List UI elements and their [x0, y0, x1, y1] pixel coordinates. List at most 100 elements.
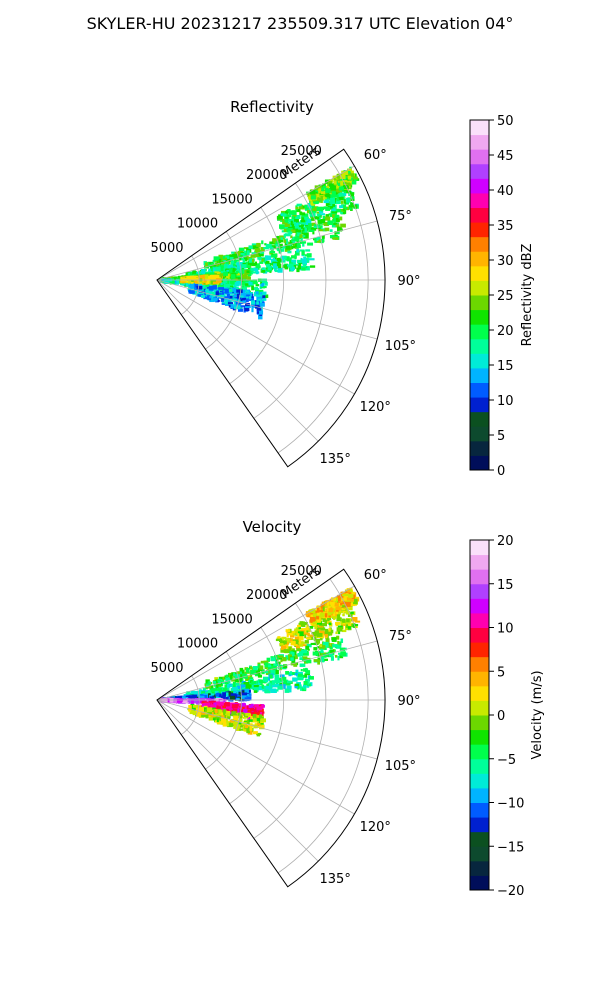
- echo-cell: [344, 601, 351, 607]
- echo-cell: [205, 262, 208, 267]
- echo-cell: [320, 656, 325, 662]
- echo-cell: [258, 714, 263, 720]
- echo-cell: [309, 625, 314, 629]
- echo-cell: [301, 250, 305, 256]
- echo-cell: [344, 206, 348, 210]
- echo-cell: [317, 624, 324, 628]
- echo-cell: [326, 601, 330, 606]
- echo-cell: [290, 235, 293, 239]
- echo-cell: [206, 698, 212, 703]
- echo-cell: [162, 698, 168, 703]
- reflectivity-panel: Reflectivity 5000 10000 15000 20000 25000 60…: [150, 98, 421, 468]
- echo-cell: [294, 250, 300, 256]
- colorbar-tick-label: 10: [497, 622, 514, 637]
- echo-cell: [190, 690, 195, 695]
- echo-cell: [205, 679, 210, 684]
- echo-cell: [326, 604, 332, 608]
- echo-cell: [329, 203, 335, 206]
- reflectivity-range-labels: 5000 10000 15000 20000 25000: [150, 144, 321, 256]
- colorbar-swatch: [470, 729, 489, 745]
- echo-cell: [240, 298, 246, 302]
- echo-cell: [344, 596, 347, 601]
- echo-cell: [312, 204, 316, 208]
- echo-cell: [261, 258, 264, 262]
- echo-cell: [246, 290, 249, 293]
- echo-cell: [244, 307, 250, 312]
- colorbar-tick-label: −5: [497, 753, 516, 768]
- echo-cell: [206, 714, 212, 718]
- echo-cell: [181, 696, 186, 700]
- colorbar-swatch: [470, 758, 489, 774]
- echo-cell: [304, 621, 308, 626]
- echo-cell: [351, 196, 355, 200]
- echo-cell: [242, 285, 246, 290]
- echo-cell: [292, 260, 296, 266]
- echo-cell: [329, 645, 333, 650]
- echo-cell: [256, 254, 259, 258]
- echo-cell: [336, 617, 342, 622]
- echo-cell: [303, 234, 309, 239]
- echo-cell: [231, 713, 235, 717]
- echo-cell: [233, 306, 239, 310]
- echo-cell: [249, 296, 252, 300]
- echo-cell: [327, 606, 331, 610]
- echo-cell: [282, 265, 286, 268]
- echo-cell: [295, 206, 299, 210]
- echo-cell: [289, 671, 293, 674]
- echo-cell: [243, 298, 249, 303]
- echo-cell: [284, 219, 289, 223]
- echo-cell: [198, 271, 202, 275]
- echo-cell: [215, 257, 221, 260]
- echo-cell: [230, 677, 233, 681]
- azimuth-tick-label: 60°: [364, 148, 387, 163]
- echo-cell: [334, 194, 339, 198]
- echo-cell: [256, 307, 262, 311]
- echo-cell: [342, 618, 346, 623]
- echo-cell: [264, 662, 269, 668]
- echo-cell: [224, 288, 229, 294]
- echo-cell: [348, 589, 353, 595]
- echo-cell: [188, 279, 192, 284]
- echo-cell: [266, 684, 269, 687]
- echo-cell: [223, 269, 229, 273]
- echo-cell: [238, 674, 243, 679]
- echo-cell: [306, 643, 312, 648]
- echo-cell: [250, 715, 253, 720]
- echo-cell: [220, 299, 225, 302]
- echo-cell: [221, 718, 227, 723]
- echo-cell: [297, 631, 304, 637]
- echo-cell: [306, 624, 309, 628]
- echo-cell: [324, 227, 330, 232]
- echo-cell: [338, 187, 345, 191]
- echo-cell: [258, 251, 262, 256]
- echo-cell: [316, 633, 323, 637]
- echo-cell: [294, 654, 298, 660]
- echo-cell: [306, 253, 312, 258]
- echo-cell: [189, 290, 195, 294]
- echo-cell: [302, 632, 308, 636]
- echo-cell: [298, 227, 302, 232]
- echo-cell: [350, 197, 355, 201]
- echo-cell: [324, 634, 328, 638]
- colorbar-tick-label: 5: [497, 429, 505, 444]
- echo-cell: [319, 613, 324, 618]
- echo-cell: [252, 245, 259, 250]
- echo-cell: [335, 224, 340, 228]
- echo-cell: [231, 290, 234, 294]
- echo-cell: [321, 235, 325, 239]
- echo-cell: [333, 217, 339, 222]
- echo-cell: [328, 629, 334, 634]
- echo-cell: [302, 656, 308, 661]
- echo-cell: [262, 298, 267, 301]
- echo-cell: [227, 296, 231, 302]
- echo-cell: [252, 666, 258, 671]
- echo-cell: [192, 696, 197, 700]
- echo-cell: [248, 719, 253, 722]
- echo-cell: [322, 185, 327, 189]
- echo-cell: [218, 676, 225, 680]
- echo-cell: [338, 194, 344, 198]
- echo-cell: [277, 655, 284, 658]
- azimuth-spoke: [156, 279, 378, 340]
- echo-cell: [266, 677, 271, 681]
- echo-cell: [309, 198, 313, 202]
